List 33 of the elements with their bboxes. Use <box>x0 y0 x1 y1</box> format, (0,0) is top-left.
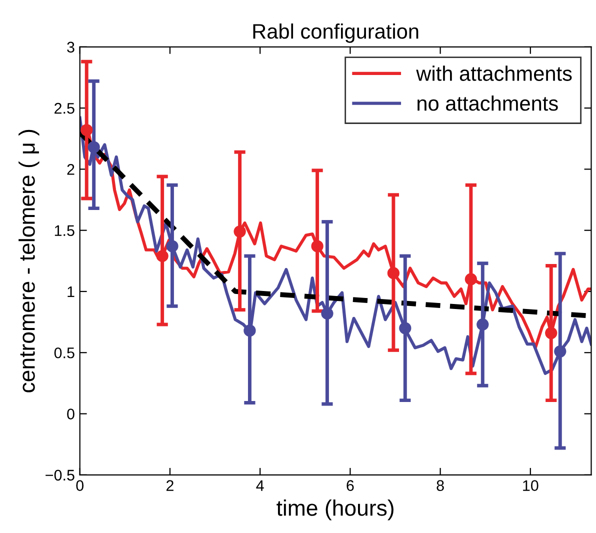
legend-label: with attachments <box>416 66 572 81</box>
x-tick-label: 6 <box>346 480 354 491</box>
point <box>321 307 334 320</box>
point <box>234 225 246 238</box>
point <box>545 326 558 340</box>
y-tick-label: 3 <box>67 42 74 53</box>
point <box>244 324 256 337</box>
point <box>554 345 566 358</box>
y-tick-label: 1 <box>68 286 74 298</box>
y-tick-label: 2 <box>67 164 74 175</box>
y-tick-label: 1.5 <box>54 225 74 236</box>
x-tick-label: 0 <box>76 480 84 491</box>
y-tick-label: 0.5 <box>54 347 74 358</box>
y-tick-label: 2.5 <box>54 102 74 114</box>
point <box>156 250 168 262</box>
y-axis-title: centromere - telomere ( μ ) <box>18 130 40 392</box>
x-tick-label: 10 <box>523 480 538 491</box>
point <box>399 322 412 334</box>
x-axis-title: time (hours) <box>276 500 394 520</box>
point <box>387 267 400 280</box>
point <box>166 240 178 252</box>
y-tick-label: 0 <box>67 408 74 420</box>
x-tick-label: 2 <box>166 480 174 491</box>
point <box>476 318 489 331</box>
point <box>464 273 478 286</box>
y-tick-label: −0.5 <box>46 470 74 481</box>
point <box>80 124 93 136</box>
x-tick-label: 8 <box>436 480 444 491</box>
point <box>88 141 100 154</box>
chart-title: Rabl configuration <box>253 23 418 43</box>
point <box>311 240 324 252</box>
x-tick-label: 4 <box>256 480 264 491</box>
legend-label: no attachments <box>418 95 558 111</box>
